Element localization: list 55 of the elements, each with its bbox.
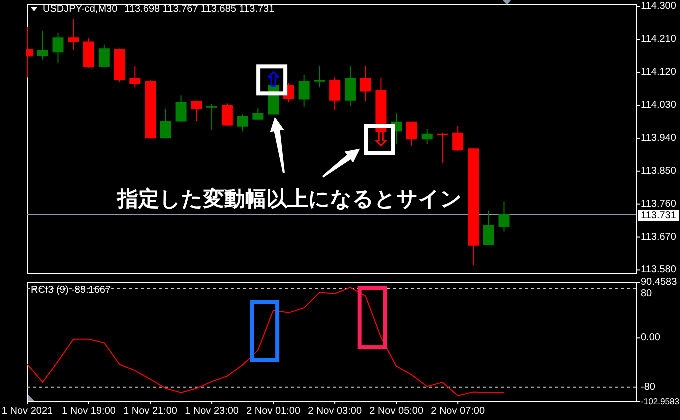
y-tick-label: 113.850 bbox=[641, 166, 677, 177]
candlestick bbox=[437, 132, 448, 164]
x-tick-label: 2 Nov 07:00 bbox=[431, 406, 486, 417]
ref-line-label: -80 bbox=[641, 382, 656, 393]
candlestick bbox=[84, 38, 95, 70]
candlestick bbox=[468, 147, 479, 266]
candlestick bbox=[360, 65, 372, 102]
candlestick bbox=[330, 76, 341, 111]
candlestick bbox=[483, 210, 494, 246]
x-tick-label: 2 Nov 03:00 bbox=[308, 406, 362, 417]
y-tick-label: 113.760 bbox=[641, 198, 677, 210]
ref-line-label: 80 bbox=[641, 288, 653, 300]
candlestick bbox=[130, 65, 141, 88]
line-series bbox=[27, 287, 505, 396]
x-tick-label: 2 Nov 05:00 bbox=[370, 406, 424, 417]
y-tick-label: 114.300 bbox=[641, 1, 677, 12]
candlestick bbox=[422, 128, 433, 145]
candlestick bbox=[98, 44, 110, 68]
x-tick-label: 1 Nov 19:00 bbox=[62, 406, 116, 417]
candlestick bbox=[37, 30, 48, 60]
candlestick bbox=[68, 18, 80, 50]
y-tick-label: 114.030 bbox=[641, 100, 677, 112]
y-tick-label: -102.9583 bbox=[641, 396, 680, 406]
y-tick-label: 0.00 bbox=[641, 332, 661, 344]
x-tick-label: 2 Nov 01:00 bbox=[246, 406, 301, 417]
candlestick bbox=[298, 75, 310, 108]
candlestick bbox=[314, 65, 326, 88]
candlestick bbox=[176, 95, 187, 123]
candlestick bbox=[206, 104, 218, 131]
chart-title: RCI3 (9) -89.1667 bbox=[31, 285, 112, 296]
candlestick bbox=[252, 108, 264, 120]
candlestick bbox=[114, 48, 126, 83]
chart-subtitle: 113.698 113.767 113.685 113.731 bbox=[124, 4, 276, 15]
y-tick-label: 113.940 bbox=[641, 132, 677, 144]
ref-line-label: 113.731 bbox=[641, 210, 677, 222]
candlestick bbox=[160, 109, 172, 139]
candlestick bbox=[191, 100, 202, 122]
candlestick bbox=[452, 126, 464, 152]
candlestick bbox=[344, 65, 356, 107]
candlestick bbox=[52, 32, 64, 64]
y-tick-label: 114.210 bbox=[641, 34, 677, 46]
candlestick bbox=[406, 122, 418, 147]
x-tick-label: 1 Nov 2021 bbox=[2, 406, 54, 417]
annotation: 指定した変動幅以上になるとサイン bbox=[116, 187, 462, 211]
x-tick-label: 1 Nov 21:00 bbox=[124, 406, 178, 417]
y-tick-label: 90.4583 bbox=[641, 277, 678, 288]
candlestick bbox=[498, 201, 510, 232]
y-tick-label: 113.580 bbox=[641, 264, 677, 276]
candlestick bbox=[222, 103, 233, 127]
y-tick-label: 113.670 bbox=[641, 232, 677, 243]
candlestick bbox=[145, 80, 156, 139]
y-tick-label: 114.120 bbox=[641, 67, 677, 78]
chart-title: USDJPY-cd,M30 bbox=[43, 4, 118, 15]
candlestick bbox=[237, 114, 248, 132]
x-tick-label: 1 Nov 23:00 bbox=[185, 406, 240, 417]
